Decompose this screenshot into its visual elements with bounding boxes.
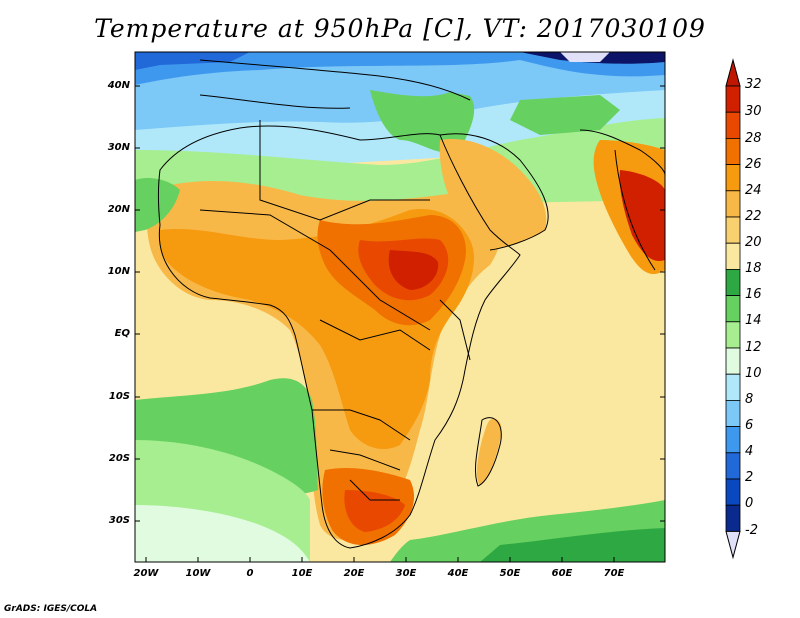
lon-label: 10W — [185, 568, 211, 579]
colorbar-swatch — [725, 242, 741, 270]
lon-label: 0 — [246, 568, 254, 579]
colorbar-swatch — [725, 137, 741, 165]
lat-label: 20N — [107, 204, 130, 215]
colorbar-bottom-arrow — [725, 530, 741, 560]
colorbar-label: 18 — [745, 261, 762, 276]
colorbar-swatch — [725, 478, 741, 506]
page-title: Temperature at 950hPa [C], VT: 201703010… — [94, 14, 706, 43]
colorbar-label: 4 — [745, 444, 754, 459]
lat-ticks — [135, 85, 665, 522]
map-frame — [134, 51, 666, 563]
lat-label: 20S — [108, 453, 130, 464]
lat-label: 30S — [108, 515, 130, 526]
colorbar-label: 22 — [745, 209, 762, 224]
colorbar — [725, 58, 741, 560]
colorbar-label: 8 — [745, 392, 754, 407]
colorbar-swatch — [725, 268, 741, 296]
colorbar-label: 28 — [745, 131, 762, 146]
colorbar-label: -2 — [745, 523, 758, 538]
lat-label: 10N — [107, 266, 130, 277]
colorbar-swatch — [725, 504, 741, 532]
colorbar-swatch — [725, 347, 741, 375]
colorbar-label: 24 — [745, 183, 762, 198]
colorbar-swatch — [725, 164, 741, 192]
colorbar-label: 0 — [745, 496, 754, 511]
lon-label: 20E — [343, 568, 365, 579]
colorbar-label: 30 — [745, 104, 762, 119]
lon-label: 40E — [447, 568, 469, 579]
lon-label: 30E — [395, 568, 417, 579]
lon-label: 10E — [291, 568, 313, 579]
colorbar-swatch — [725, 373, 741, 401]
colorbar-label: 12 — [745, 340, 762, 355]
colorbar-swatch — [725, 426, 741, 454]
colorbar-label: 6 — [745, 418, 754, 433]
colorbar-label: 16 — [745, 287, 762, 302]
lon-label: 70E — [603, 568, 625, 579]
colorbar-swatch — [725, 190, 741, 218]
lat-label: 10S — [108, 391, 130, 402]
lat-label: 30N — [107, 142, 130, 153]
colorbar-swatch — [725, 399, 741, 427]
lon-ticks — [145, 557, 615, 562]
colorbar-swatch — [725, 216, 741, 244]
lon-label: 60E — [551, 568, 573, 579]
colorbar-label: 20 — [745, 235, 762, 250]
colorbar-swatch — [725, 85, 741, 113]
colorbar-label: 14 — [745, 313, 762, 328]
lat-label: EQ — [114, 328, 130, 339]
colorbar-swatch — [725, 452, 741, 480]
colorbar-swatch — [725, 321, 741, 349]
colorbar-label: 2 — [745, 470, 754, 485]
map-field — [135, 52, 665, 562]
lon-label: 50E — [499, 568, 521, 579]
lat-label: 40N — [107, 80, 130, 91]
colorbar-label: 26 — [745, 157, 762, 172]
lon-label: 20W — [133, 568, 159, 579]
colorbar-top-arrow — [725, 58, 741, 87]
colorbar-label: 32 — [745, 77, 762, 92]
colorbar-swatch — [725, 111, 741, 139]
footer-credit: GrADS: IGES/COLA — [4, 604, 98, 614]
colorbar-label: 10 — [745, 366, 762, 381]
colorbar-swatch — [725, 295, 741, 323]
